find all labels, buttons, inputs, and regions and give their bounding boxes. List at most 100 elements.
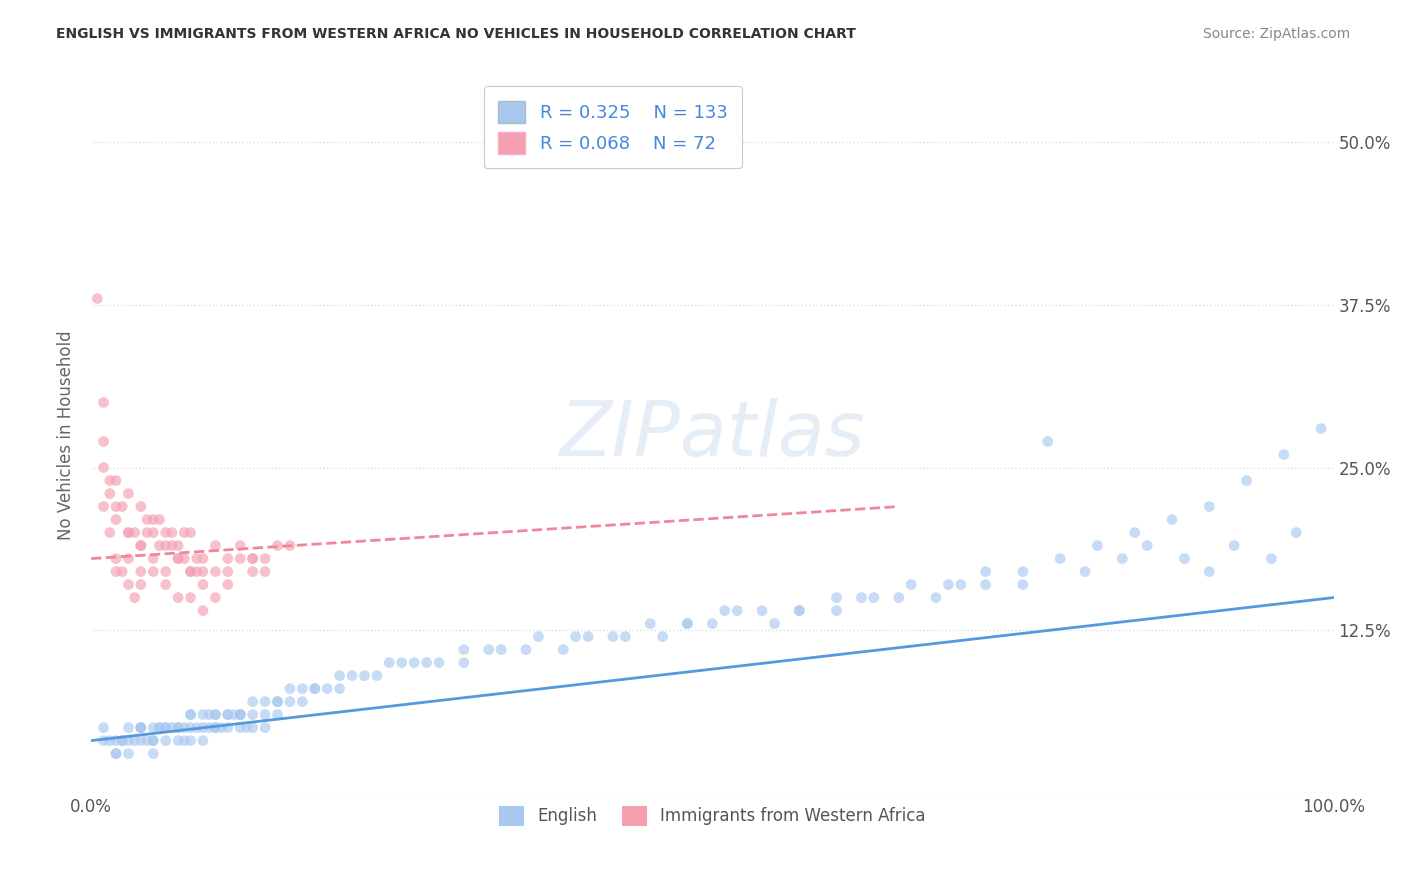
Point <box>142 565 165 579</box>
Point <box>155 733 177 747</box>
Point <box>129 721 152 735</box>
Point <box>105 565 128 579</box>
Point <box>86 292 108 306</box>
Point <box>93 460 115 475</box>
Y-axis label: No Vehicles in Household: No Vehicles in Household <box>58 330 75 540</box>
Point <box>129 577 152 591</box>
Point <box>291 681 314 696</box>
Point <box>180 733 202 747</box>
Point <box>266 539 288 553</box>
Point <box>129 721 152 735</box>
Text: Source: ZipAtlas.com: Source: ZipAtlas.com <box>1202 27 1350 41</box>
Point <box>117 721 139 735</box>
Point <box>1049 551 1071 566</box>
Point <box>1012 577 1035 591</box>
Point <box>142 721 165 735</box>
Point <box>142 747 165 761</box>
Point <box>925 591 948 605</box>
Point <box>702 616 724 631</box>
Point <box>254 551 277 566</box>
Point <box>266 695 288 709</box>
Point <box>235 721 257 735</box>
Point <box>229 707 252 722</box>
Point <box>93 395 115 409</box>
Point <box>155 721 177 735</box>
Point <box>564 630 586 644</box>
Point <box>98 525 121 540</box>
Point <box>974 565 997 579</box>
Point <box>117 551 139 566</box>
Point <box>1198 500 1220 514</box>
Point <box>98 733 121 747</box>
Point <box>117 486 139 500</box>
Point <box>1272 448 1295 462</box>
Point <box>254 721 277 735</box>
Point <box>173 721 195 735</box>
Point <box>105 500 128 514</box>
Point <box>1161 512 1184 526</box>
Point <box>167 721 190 735</box>
Point <box>278 681 301 696</box>
Point <box>142 733 165 747</box>
Point <box>129 565 152 579</box>
Point <box>329 681 352 696</box>
Point <box>787 604 810 618</box>
Point <box>1136 539 1159 553</box>
Point <box>155 525 177 540</box>
Point <box>900 577 922 591</box>
Point <box>111 733 134 747</box>
Point <box>638 616 661 631</box>
Point <box>242 695 264 709</box>
Point <box>676 616 699 631</box>
Point <box>1111 551 1133 566</box>
Point <box>353 668 375 682</box>
Point <box>105 747 128 761</box>
Point <box>863 591 886 605</box>
Point <box>180 721 202 735</box>
Point <box>167 721 190 735</box>
Point <box>191 577 214 591</box>
Point <box>602 630 624 644</box>
Point <box>1012 565 1035 579</box>
Point <box>851 591 873 605</box>
Text: ENGLISH VS IMMIGRANTS FROM WESTERN AFRICA NO VEHICLES IN HOUSEHOLD CORRELATION C: ENGLISH VS IMMIGRANTS FROM WESTERN AFRIC… <box>56 27 856 41</box>
Point <box>111 733 134 747</box>
Point <box>105 512 128 526</box>
Point <box>105 551 128 566</box>
Point <box>117 747 139 761</box>
Point <box>105 733 128 747</box>
Point <box>142 733 165 747</box>
Point <box>304 681 326 696</box>
Point <box>242 551 264 566</box>
Point <box>1285 525 1308 540</box>
Point <box>340 668 363 682</box>
Point <box>105 747 128 761</box>
Point <box>1123 525 1146 540</box>
Point <box>614 630 637 644</box>
Point <box>136 512 159 526</box>
Point <box>453 642 475 657</box>
Point <box>515 642 537 657</box>
Point <box>191 721 214 735</box>
Point <box>204 707 226 722</box>
Point <box>378 656 401 670</box>
Point <box>191 733 214 747</box>
Point <box>974 577 997 591</box>
Text: ZIPatlas: ZIPatlas <box>560 398 865 472</box>
Point <box>173 525 195 540</box>
Point <box>155 721 177 735</box>
Point <box>217 707 239 722</box>
Point <box>136 525 159 540</box>
Point <box>148 539 170 553</box>
Point <box>1223 539 1246 553</box>
Point <box>148 512 170 526</box>
Point <box>266 707 288 722</box>
Point <box>676 616 699 631</box>
Point <box>191 565 214 579</box>
Point <box>266 695 288 709</box>
Point <box>278 539 301 553</box>
Point <box>124 733 146 747</box>
Point <box>229 707 252 722</box>
Point <box>124 591 146 605</box>
Point <box>329 668 352 682</box>
